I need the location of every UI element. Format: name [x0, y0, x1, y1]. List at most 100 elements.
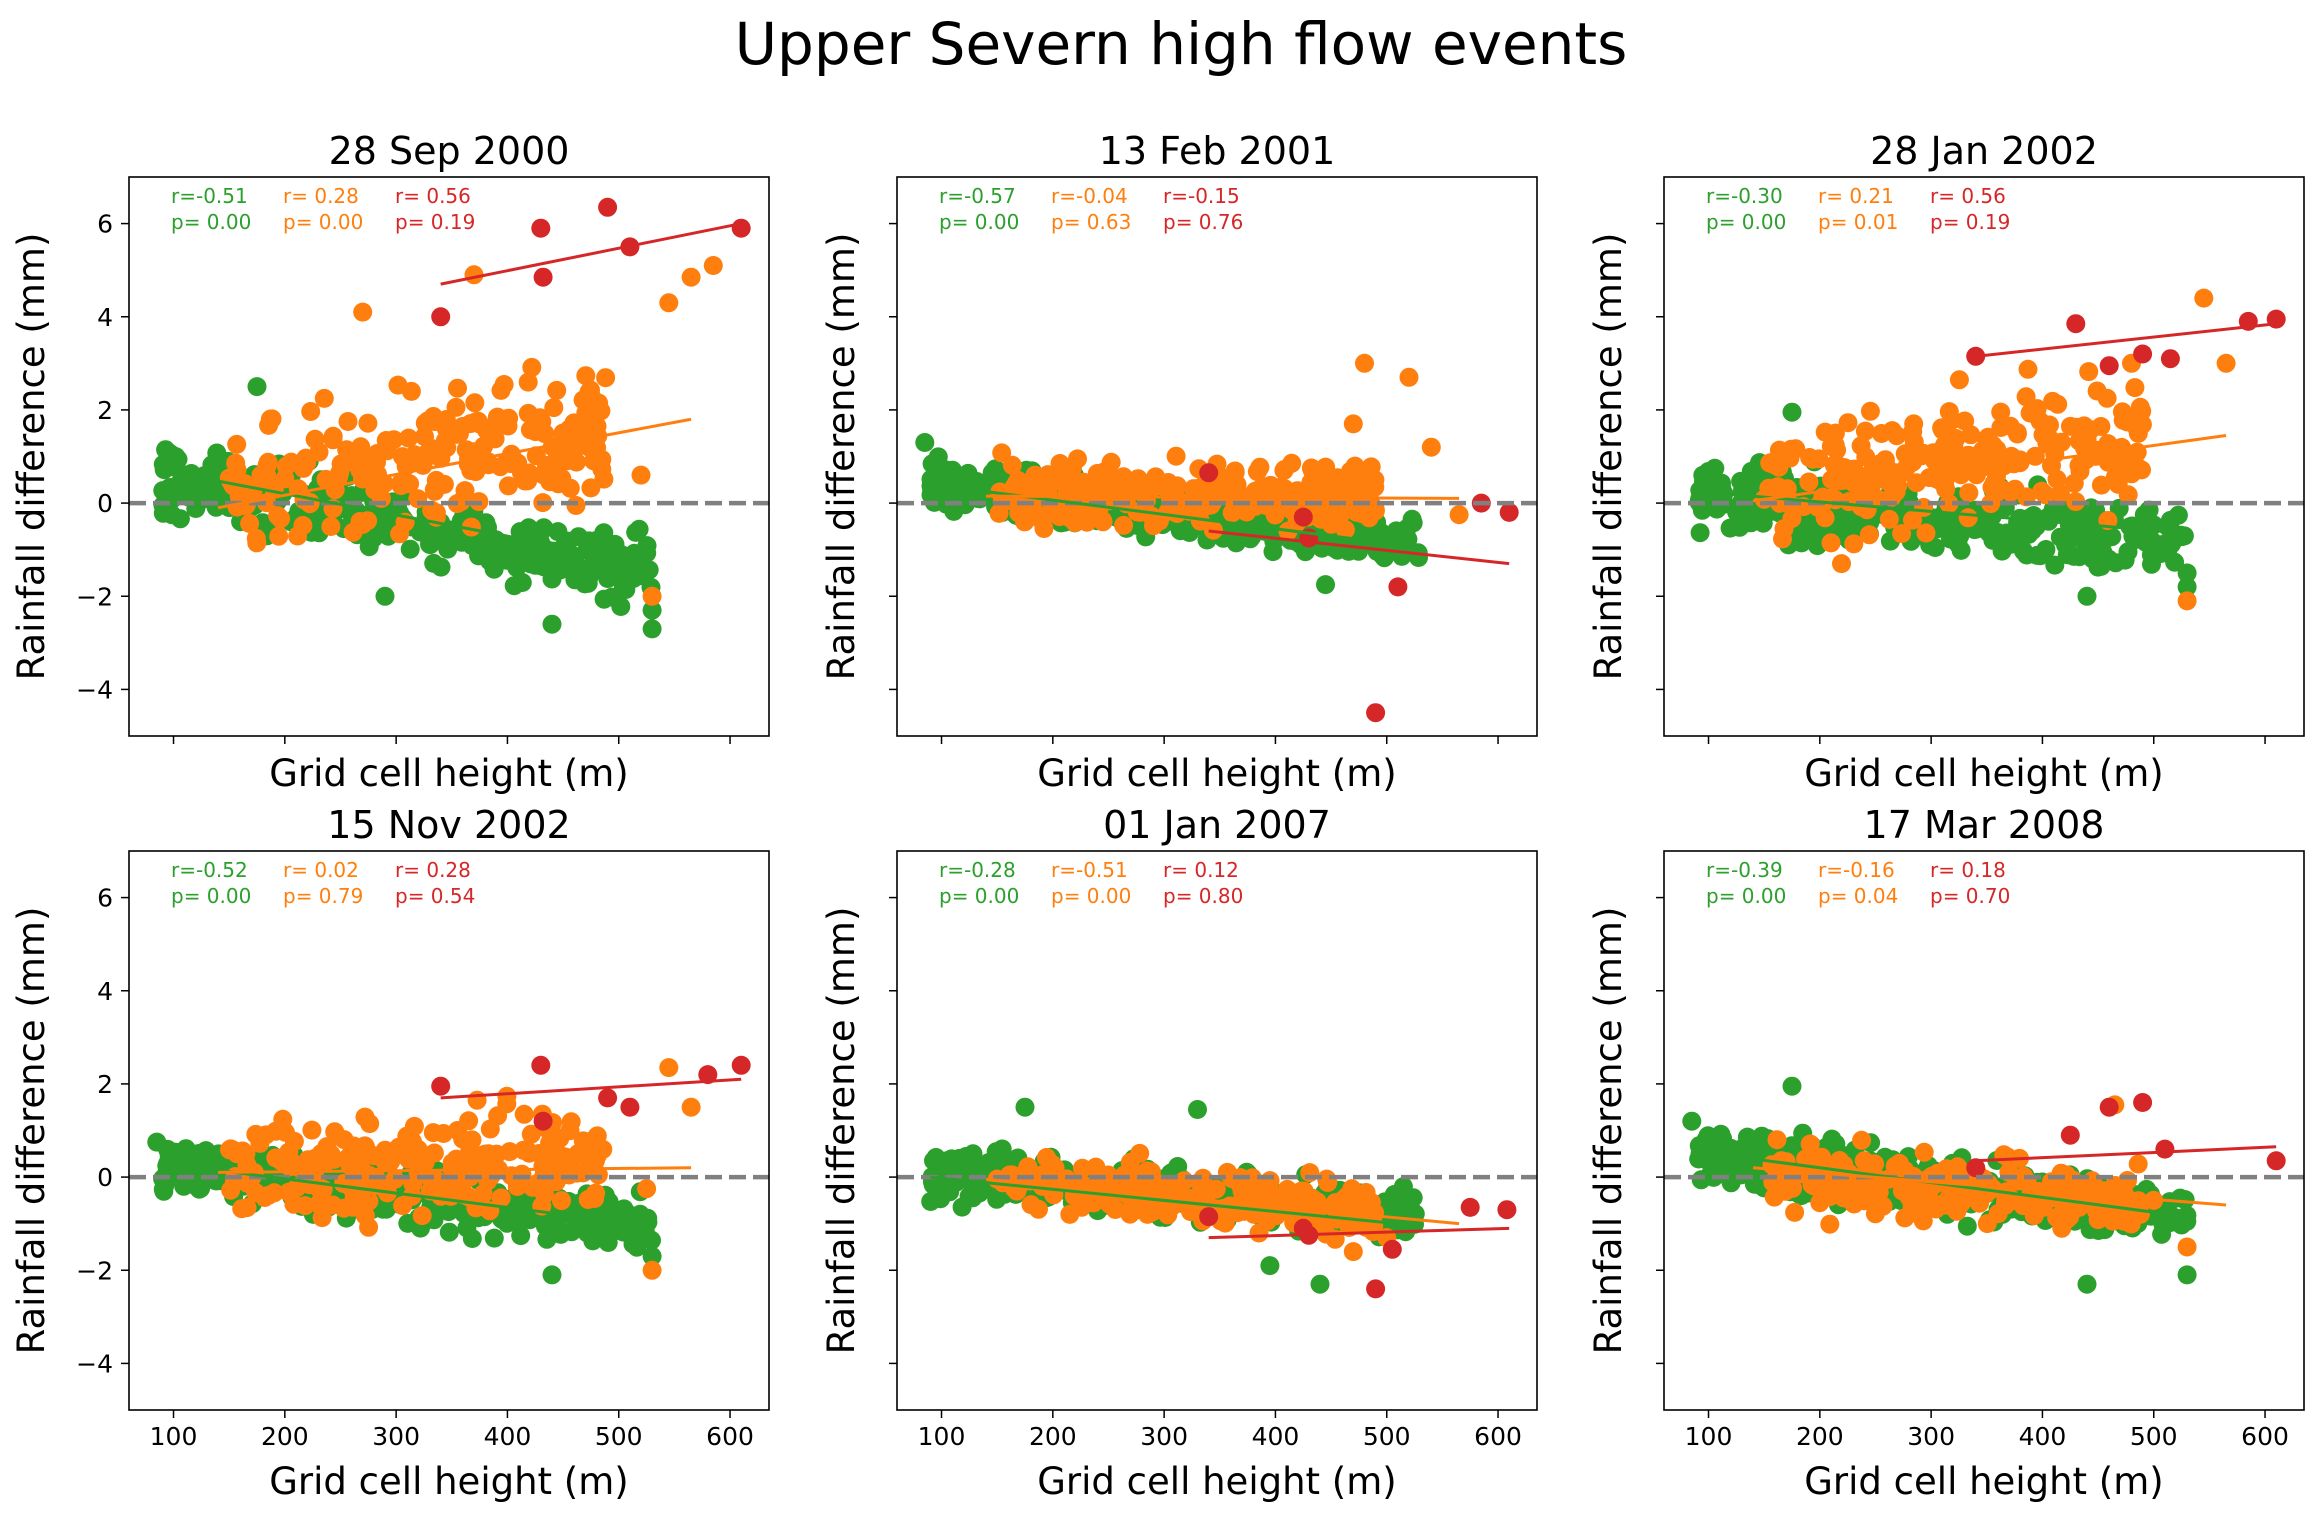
green-point [504, 576, 524, 596]
green-point [147, 1132, 167, 1152]
orange-point [568, 419, 588, 439]
red-p-stat: p= 0.19 [395, 210, 475, 234]
orange-point [2194, 288, 2214, 308]
orange-point [1832, 554, 1851, 574]
green-r-stat: r=-0.57 [939, 184, 1016, 208]
orange-point [1983, 435, 2003, 455]
green-point [420, 534, 439, 554]
green-point [247, 377, 267, 397]
orange-point [2018, 359, 2038, 379]
orange-point [2016, 387, 2036, 407]
orange-point [293, 516, 313, 535]
green-point [1310, 1274, 1330, 1294]
orange-point [1149, 511, 1169, 531]
orange-point [1921, 1192, 1941, 1211]
plot-area [129, 197, 769, 639]
green-point [1403, 513, 1423, 533]
orange-point [246, 1124, 266, 1144]
subplot-title: 28 Sep 2000 [329, 129, 570, 173]
orange-point [437, 438, 457, 458]
x-tick-label: 500 [595, 1422, 643, 1451]
subplot-title: 17 Mar 2008 [1864, 803, 2105, 847]
red-point [1199, 463, 1219, 483]
orange-point [1015, 512, 1035, 532]
orange-point [2014, 1167, 2034, 1186]
x-tick-label: 300 [1140, 1422, 1188, 1451]
red-point [1497, 1200, 1517, 1220]
red-p-stat: p= 0.54 [395, 884, 475, 908]
orange-point [275, 469, 295, 489]
red-point [1499, 502, 1519, 522]
orange-point [465, 393, 485, 413]
orange-r-stat: r= 0.21 [1818, 184, 1894, 208]
green-point [400, 539, 420, 559]
green-point [1749, 1175, 1769, 1195]
orange-point [637, 1179, 657, 1199]
orange-point [309, 442, 329, 462]
y-tick-label: −4 [76, 675, 113, 704]
green-point [548, 522, 568, 542]
green-point [606, 561, 626, 581]
orange-point [1860, 465, 1880, 485]
green-point [629, 1226, 649, 1246]
x-tick-label: 200 [1796, 1422, 1844, 1451]
orange-point [1337, 1187, 1356, 1207]
orange-fit-line [986, 494, 1460, 500]
green-point [1260, 1256, 1280, 1276]
orange-point [359, 1191, 379, 1211]
orange-fit-line [217, 417, 692, 510]
orange-point [992, 443, 1012, 463]
orange-r-stat: r=-0.51 [1051, 858, 1128, 882]
orange-point [1302, 1189, 1322, 1208]
orange-point [1161, 489, 1180, 509]
green-fit-line [930, 1175, 1421, 1228]
orange-fit-line [985, 1177, 1460, 1226]
orange-point [547, 380, 567, 400]
orange-point [642, 1260, 662, 1280]
orange-point [1021, 1195, 1041, 1215]
green-point [2168, 505, 2188, 525]
orange-point [1856, 447, 1876, 467]
green-point [359, 537, 379, 557]
x-tick-label: 400 [2019, 1422, 2067, 1451]
green-point [431, 557, 451, 577]
orange-point [1222, 503, 1242, 523]
green-point [992, 1139, 1012, 1159]
orange-point [329, 467, 348, 487]
orange-point [426, 470, 446, 490]
red-fit-line [440, 1077, 742, 1100]
green-point [462, 1229, 482, 1248]
y-axis-label: Rainfall difference (mm) [820, 233, 863, 681]
green-point [638, 1212, 658, 1232]
orange-point [2081, 420, 2101, 440]
orange-point [455, 481, 475, 501]
green-point [611, 597, 631, 616]
subplot-4: 15 Nov 2002 100 200 300 400 500 600 −4 −2 0 2 4 6 Gri… [10, 803, 770, 1503]
green-point [1782, 1136, 1802, 1156]
red-r-stat: r=-0.15 [1163, 184, 1240, 208]
orange-point [1032, 1176, 1052, 1196]
x-tick-label: 100 [150, 1422, 198, 1451]
green-point [950, 1148, 970, 1168]
orange-p-stat: p= 0.04 [1818, 884, 1898, 908]
orange-point [338, 412, 358, 431]
red-fit-line [1975, 322, 2277, 358]
red-p-stat: p= 0.80 [1163, 884, 1243, 908]
orange-p-stat: p= 0.01 [1818, 210, 1898, 234]
orange-point [631, 465, 651, 485]
red-point [431, 307, 451, 327]
subplot-1: 28 Sep 2000 −4 −2 0 2 4 6 Grid cell height (m) R… [10, 129, 770, 795]
green-point [574, 566, 594, 586]
orange-point [297, 453, 317, 473]
orange-point [1785, 1202, 1805, 1222]
panels: 28 Sep 2000 −4 −2 0 2 4 6 Grid cell height (m) R… [10, 129, 2305, 1503]
orange-point [2052, 432, 2071, 452]
orange-point [1865, 1204, 1885, 1224]
orange-point [1065, 513, 1085, 533]
orange-point [1838, 413, 1858, 433]
green-point [1741, 461, 1761, 481]
orange-point [518, 372, 538, 392]
green-point [597, 1200, 617, 1220]
green-point [1376, 526, 1396, 546]
orange-point [240, 514, 260, 533]
